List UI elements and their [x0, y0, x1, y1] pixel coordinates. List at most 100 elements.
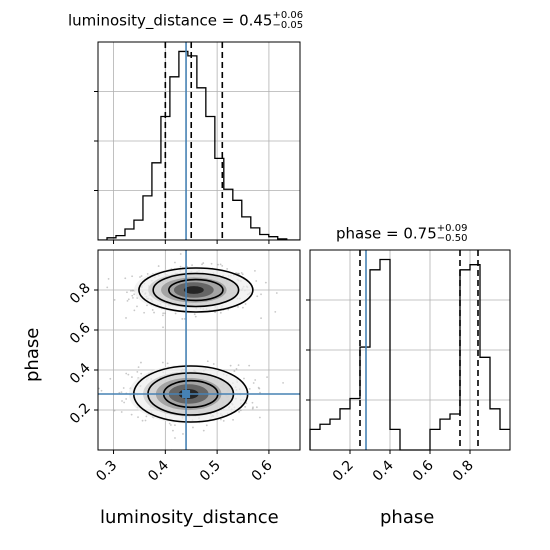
joint-sample-point: [125, 372, 128, 375]
joint-distribution-panel: 0.3 0.4 0.5 0.6 0.2 0.4 0.6 0.8: [67, 249, 301, 485]
joint-sample-point: [127, 373, 130, 376]
joint-sample-point: [161, 361, 164, 364]
joint-sample-point: [157, 265, 160, 267]
joint-sample-point: [248, 364, 251, 367]
luminosity-distance-title-name: luminosity_distance: [68, 11, 217, 30]
joint-sample-point: [123, 401, 126, 404]
joint-truth-marker: [182, 390, 191, 398]
joint-sample-point: [168, 422, 171, 425]
joint-sample-point: [194, 315, 197, 318]
phase-xtick-label-3: 0.8: [450, 458, 477, 485]
joint-sample-point: [219, 418, 222, 421]
joint-sample-point: [237, 364, 240, 367]
joint-sample-point: [217, 263, 219, 266]
joint-sample-point: [121, 400, 123, 402]
joint-xtick-label-2: 0.5: [197, 458, 224, 485]
joint-sample-point: [125, 398, 128, 400]
luminosity-distance-title: luminosity_distance = 0.45 +0.06 −0.05: [68, 10, 304, 31]
joint-sample-point: [240, 271, 243, 274]
joint-sample-point: [162, 326, 164, 329]
joint-sample-point: [174, 261, 176, 264]
joint-sample-point: [274, 310, 277, 313]
joint-plot-area: [98, 250, 300, 450]
joint-sample-point: [122, 387, 125, 389]
joint-sample-point: [181, 318, 184, 320]
joint-sample-point: [137, 366, 140, 369]
phase-histogram-step: [309, 258, 510, 451]
joint-sample-point: [131, 376, 133, 378]
joint-sample-point: [174, 312, 177, 315]
joint-ytick-label-0: 0.2: [67, 400, 94, 427]
joint-sample-point: [260, 293, 262, 296]
joint-sample-point: [255, 406, 258, 409]
phase-title: phase = 0.75 +0.09 −0.50: [336, 223, 468, 244]
joint-ytick-label-2: 0.6: [67, 320, 94, 347]
x-axis-label-phase: phase: [380, 507, 435, 528]
dist-histogram-step: [98, 50, 300, 240]
joint-sample-point: [221, 264, 224, 267]
joint-sample-point: [179, 265, 182, 268]
joint-sample-point: [182, 433, 184, 435]
dist-frame: [97, 41, 301, 241]
joint-sample-point: [109, 377, 112, 380]
joint-sample-point: [137, 416, 139, 419]
joint-sample-point: [98, 387, 100, 390]
joint-xtick-label-0: 0.3: [93, 458, 120, 485]
luminosity-distance-title-plus: +0.06: [272, 10, 304, 21]
joint-sample-point: [125, 317, 127, 319]
joint-sample-point: [143, 311, 146, 314]
joint-xtick-label-1: 0.4: [145, 457, 172, 484]
joint-sample-point: [202, 262, 205, 264]
phase-xtick-label-1: 0.4: [370, 457, 397, 484]
joint-sample-point: [258, 416, 261, 419]
joint-sample-point: [106, 286, 109, 289]
joint-sample-point: [233, 370, 236, 373]
joint-density-level-0-4: [183, 286, 204, 294]
x-axis-label-luminosity-distance: luminosity_distance: [100, 507, 279, 528]
joint-sample-point: [226, 268, 229, 270]
luminosity-distance-marginal-panel: [94, 41, 301, 244]
joint-sample-point: [239, 409, 242, 412]
joint-sample-point: [126, 299, 129, 302]
joint-sample-point: [174, 437, 176, 439]
luminosity-distance-title-minus: −0.05: [272, 20, 304, 31]
joint-sample-point: [229, 364, 232, 367]
phase-title-minus: −0.50: [436, 233, 468, 244]
joint-sample-point: [120, 411, 123, 413]
joint-sample-point: [206, 360, 209, 363]
joint-sample-point: [260, 317, 262, 320]
joint-sample-point: [140, 275, 143, 277]
joint-ytick-label-1: 0.4: [67, 360, 94, 387]
joint-sample-point: [127, 298, 130, 301]
joint-sample-point: [205, 424, 208, 427]
joint-sample-point: [244, 303, 247, 305]
joint-sample-point: [131, 294, 134, 297]
joint-sample-point: [202, 429, 205, 432]
joint-sample-point: [144, 419, 147, 422]
joint-sample-point: [136, 370, 139, 373]
joint-sample-point: [146, 304, 148, 307]
joint-sample-point: [107, 277, 110, 280]
phase-title-plus: +0.09: [436, 223, 468, 234]
phase-marginal-panel: 0.2 0.4 0.6 0.8: [306, 249, 511, 485]
joint-sample-point: [275, 292, 278, 294]
joint-sample-point: [256, 295, 259, 298]
joint-sample-point: [166, 362, 169, 365]
joint-sample-point: [219, 263, 222, 266]
joint-sample-point: [131, 275, 134, 278]
joint-sample-point: [140, 361, 142, 364]
joint-sample-point: [174, 424, 176, 427]
joint-sample-point: [130, 413, 133, 416]
joint-sample-point: [255, 280, 258, 282]
joint-sample-point: [170, 424, 172, 426]
joint-sample-point: [141, 419, 144, 422]
joint-sample-point: [210, 262, 213, 265]
joint-contour-0-0: [138, 267, 254, 313]
joint-sample-point: [232, 418, 234, 421]
joint-sample-point: [113, 409, 116, 412]
phase-xtick-label-0: 0.2: [330, 458, 357, 485]
joint-sample-point: [193, 313, 196, 316]
joint-sample-point: [251, 401, 254, 404]
joint-sample-point: [251, 407, 254, 410]
